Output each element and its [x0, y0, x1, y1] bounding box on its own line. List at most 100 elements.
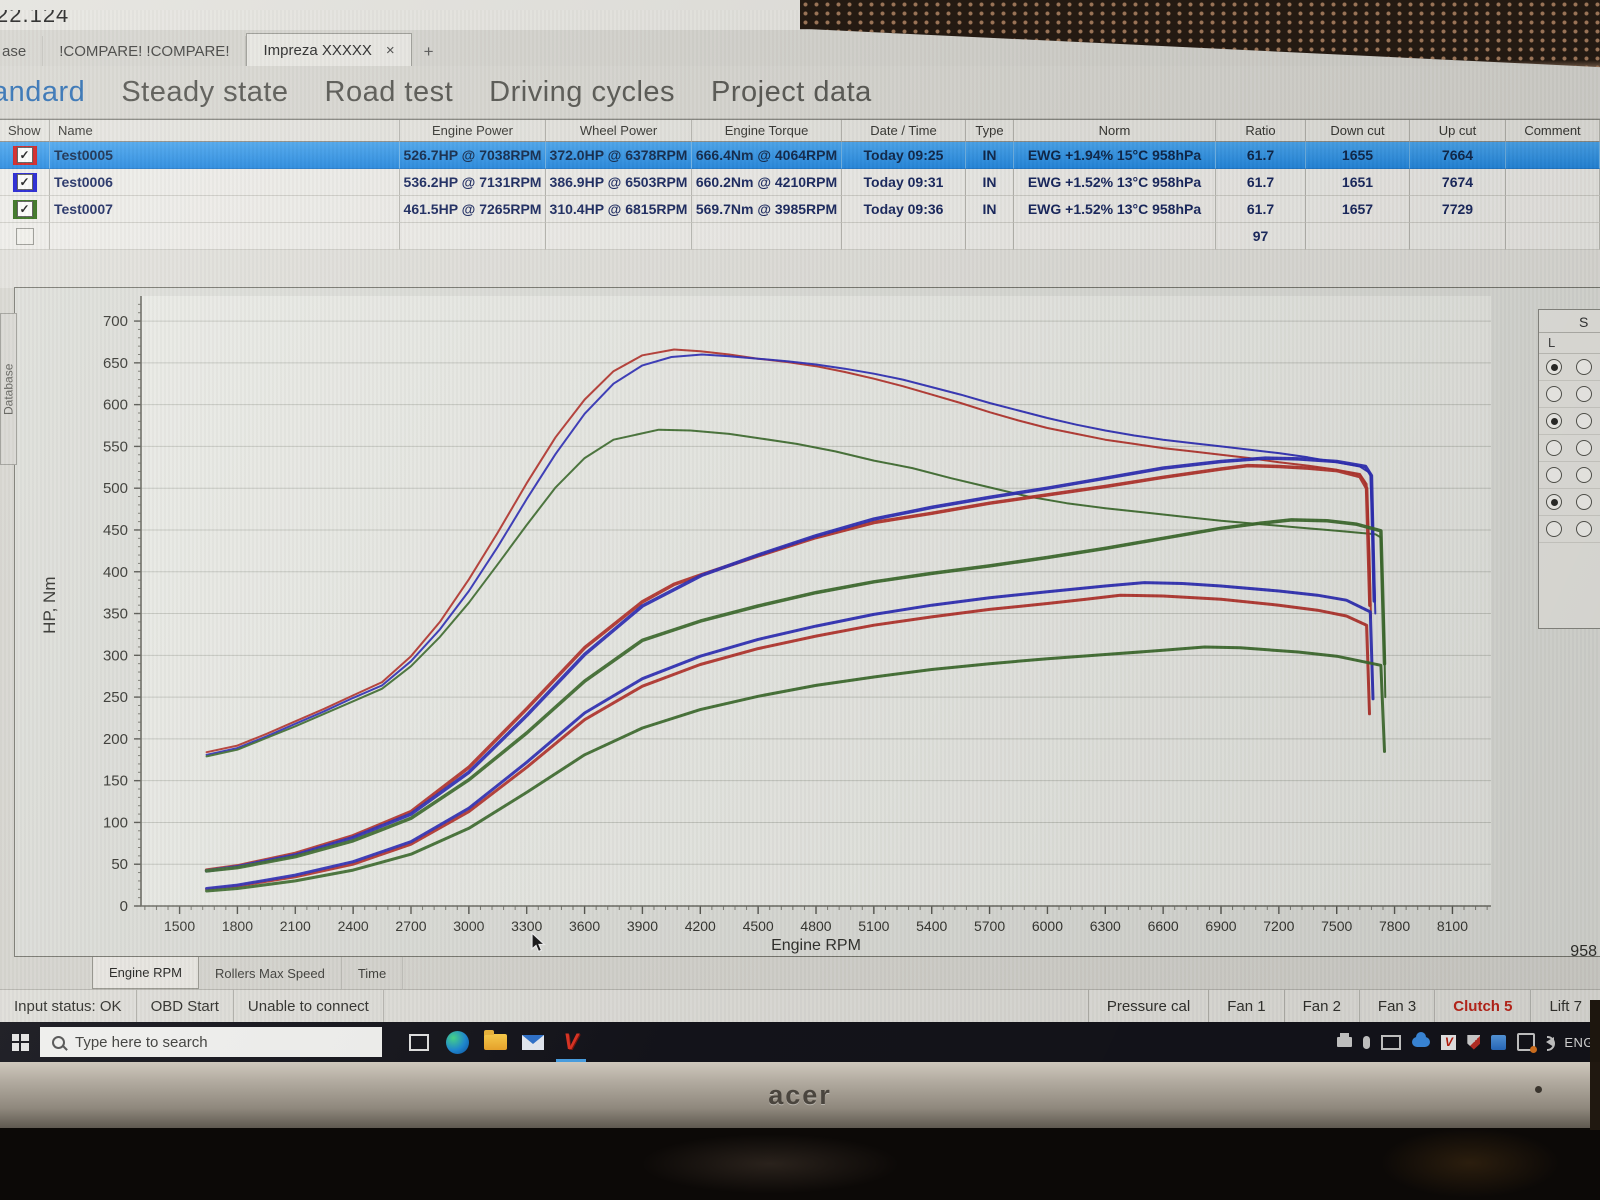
- series-radio[interactable]: [1546, 386, 1562, 402]
- fan-2-button[interactable]: Fan 2: [1283, 990, 1359, 1023]
- action-center-icon[interactable]: [1517, 1033, 1538, 1053]
- column-header[interactable]: Up cut: [1410, 120, 1506, 142]
- clutch-5-button[interactable]: Clutch 5: [1434, 990, 1531, 1023]
- column-header[interactable]: Wheel Power: [546, 120, 692, 142]
- series-radio[interactable]: [1546, 494, 1562, 510]
- column-header[interactable]: Name: [50, 120, 400, 142]
- engine-power-cell: [400, 223, 546, 250]
- column-header[interactable]: Date / Time: [842, 120, 966, 142]
- engine-power-cell: 461.5HP @ 7265RPM: [400, 196, 546, 223]
- datetime-cell: Today 09:25: [842, 142, 966, 169]
- edge-icon[interactable]: [438, 1022, 476, 1062]
- device-buttons: Pressure cal Fan 1 Fan 2 Fan 3 Clutch 5 Lift …: [1087, 990, 1600, 1023]
- checkbox-check: ✓: [16, 147, 33, 163]
- tab-compare[interactable]: !COMPARE! !COMPARE!: [43, 36, 247, 66]
- defender-shield-icon[interactable]: [1467, 1034, 1481, 1050]
- dyno-chart: 0 50 100 150 200 250 300 350 400 450 500 550 600 650 7…: [40, 296, 1491, 954]
- column-header[interactable]: Type: [966, 120, 1014, 142]
- series-radio-secondary[interactable]: [1576, 386, 1592, 402]
- show-checkbox-empty[interactable]: [15, 227, 34, 245]
- column-header[interactable]: Engine Power: [400, 120, 546, 142]
- series-radio[interactable]: [1546, 521, 1562, 537]
- show-cell: ✓: [0, 169, 50, 196]
- datetime-cell: [842, 223, 966, 250]
- column-header[interactable]: Norm: [1014, 120, 1216, 142]
- x-axis-mode-tabs: Engine RPM Rollers Max Speed Time: [92, 957, 404, 989]
- axis-tab-engine-rpm[interactable]: Engine RPM: [92, 957, 199, 989]
- printer-icon[interactable]: [1337, 1033, 1353, 1050]
- curve-test0006-wheel-power-hp-: [205, 581, 1375, 890]
- start-button[interactable]: [0, 1022, 40, 1062]
- volume-icon[interactable]: [1546, 1034, 1556, 1051]
- vtech-tray-icon[interactable]: V: [1441, 1034, 1457, 1050]
- menu-driving-cycles[interactable]: Driving cycles: [489, 75, 676, 108]
- menu-project-data[interactable]: Project data: [711, 75, 872, 108]
- system-tray: V: [1337, 1022, 1556, 1062]
- datetime-cell: Today 09:31: [842, 169, 966, 196]
- mail-icon[interactable]: [514, 1022, 552, 1062]
- lift-7-button[interactable]: Lift 7: [1530, 990, 1600, 1023]
- onedrive-icon: [1412, 1032, 1431, 1047]
- fan-1-button[interactable]: Fan 1: [1208, 990, 1284, 1023]
- x-tick-label: 2100: [280, 918, 311, 934]
- series-radio-secondary[interactable]: [1576, 440, 1592, 456]
- series-radio-secondary[interactable]: [1576, 413, 1592, 429]
- y-tick-label: 500: [103, 480, 128, 497]
- pressure-cal-button[interactable]: Pressure cal: [1087, 990, 1209, 1023]
- axis-tab-rollers-max-speed[interactable]: Rollers Max Speed: [199, 957, 342, 989]
- fan-3-button[interactable]: Fan 3: [1358, 990, 1435, 1023]
- column-header[interactable]: Comment: [1506, 120, 1600, 142]
- taskbar-search[interactable]: Type here to search: [40, 1027, 382, 1057]
- up-cut-cell: 7674: [1410, 169, 1506, 196]
- axis-tab-time[interactable]: Time: [342, 957, 404, 989]
- chart-panel: 0 50 100 150 200 250 300 350 400 450 500 550 600 650 7…: [14, 287, 1600, 957]
- dyno-app-icon: V: [563, 1029, 579, 1054]
- curve-test0006-engine-power-hp-: [204, 456, 1377, 873]
- task-view-icon[interactable]: [400, 1022, 438, 1062]
- database-side-tab[interactable]: Database: [0, 313, 17, 465]
- show-checkbox[interactable]: ✓: [12, 172, 37, 192]
- column-header[interactable]: Ratio: [1216, 120, 1306, 142]
- tab-impreza[interactable]: Impreza XXXXX ×: [246, 33, 412, 66]
- series-radio[interactable]: [1546, 359, 1562, 375]
- test-name: Test0005: [50, 142, 400, 169]
- display-icon[interactable]: [1381, 1034, 1402, 1050]
- y-tick-label: 200: [103, 731, 128, 748]
- menu-steady-state[interactable]: Steady state: [121, 75, 289, 108]
- series-radio-row: [1539, 489, 1600, 516]
- series-radio[interactable]: [1546, 467, 1562, 483]
- y-tick-label: 700: [103, 313, 128, 330]
- column-header[interactable]: Down cut: [1306, 120, 1410, 142]
- close-tab-icon[interactable]: ×: [385, 41, 395, 59]
- blue-app-icon[interactable]: [1491, 1034, 1507, 1050]
- column-header[interactable]: Engine Torque: [692, 120, 842, 142]
- x-tick-label: 1500: [164, 918, 195, 934]
- file-explorer-icon[interactable]: [476, 1022, 514, 1062]
- show-checkbox[interactable]: ✓: [12, 145, 37, 165]
- table-row[interactable]: ✓ Test0007 461.5HP @ 7265RPM 310.4HP @ 6815…: [0, 196, 1600, 223]
- column-header[interactable]: Show: [0, 120, 50, 142]
- microphone-icon[interactable]: [1363, 1034, 1371, 1050]
- table-row[interactable]: ✓ Test0005 526.7HP @ 7038RPM 372.0HP @ 6378…: [0, 142, 1600, 169]
- table-empty-row[interactable]: 97: [0, 223, 1600, 250]
- onedrive-icon[interactable]: [1412, 1032, 1431, 1050]
- obd-start-button[interactable]: OBD Start: [137, 990, 234, 1023]
- dyno-app-icon[interactable]: V: [552, 1022, 590, 1062]
- series-radio-secondary[interactable]: [1576, 359, 1592, 375]
- search-placeholder: Type here to search: [75, 1033, 208, 1051]
- menu-standard[interactable]: andard: [0, 75, 86, 108]
- series-radio-secondary[interactable]: [1576, 521, 1592, 537]
- series-radio-secondary[interactable]: [1576, 467, 1592, 483]
- tab-database[interactable]: ase: [0, 36, 44, 66]
- series-radio[interactable]: [1546, 413, 1562, 429]
- new-tab-button[interactable]: +: [423, 42, 434, 61]
- show-checkbox[interactable]: ✓: [12, 199, 37, 219]
- series-radio[interactable]: [1546, 440, 1562, 456]
- menu-road-test[interactable]: Road test: [324, 75, 454, 108]
- series-radio-secondary[interactable]: [1576, 494, 1592, 510]
- type-cell: IN: [966, 196, 1014, 223]
- down-cut-cell: 1651: [1306, 169, 1410, 196]
- language-indicator[interactable]: ENG: [1564, 1034, 1594, 1050]
- table-row[interactable]: ✓ Test0006 536.2HP @ 7131RPM 386.9HP @ 6503…: [0, 169, 1600, 196]
